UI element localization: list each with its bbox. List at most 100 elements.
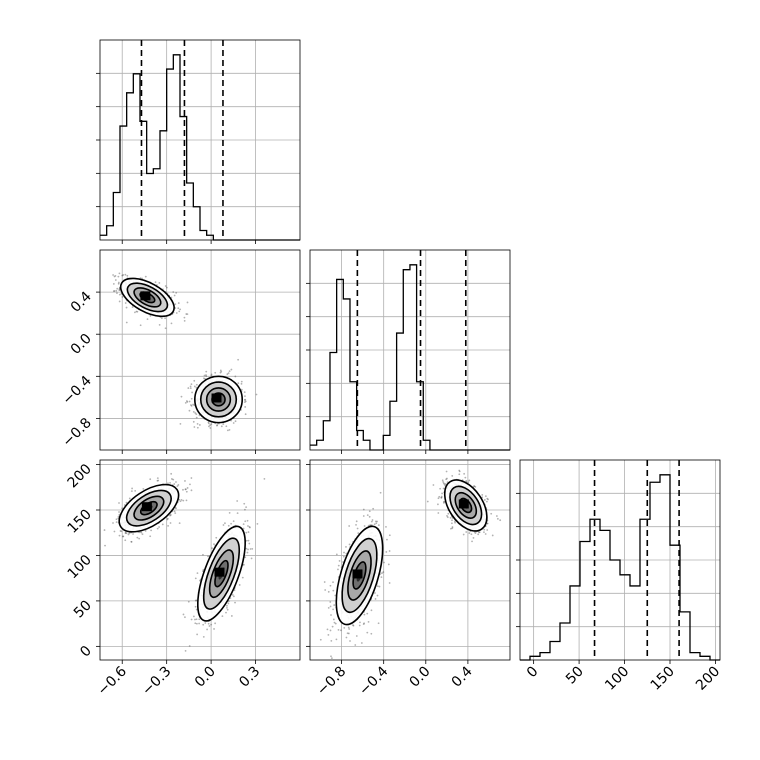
axes-frame (309, 459, 511, 661)
scatter-point (170, 322, 173, 325)
scatter-point (227, 602, 230, 605)
scatter-point (256, 522, 259, 525)
scatter-point (169, 522, 172, 524)
scatter-point (373, 523, 376, 526)
scatter-point (169, 514, 172, 516)
scatter-point (130, 541, 133, 543)
scatter-point (345, 636, 348, 639)
scatter-point (447, 512, 450, 515)
scatter-point (202, 553, 204, 556)
y-tick-label: 0.0 (68, 331, 95, 358)
x-tick-label: 0.4 (449, 663, 476, 690)
scatter-point (177, 302, 180, 304)
scatter-point (352, 624, 354, 626)
scatter-point (366, 514, 369, 517)
scatter-point (380, 576, 383, 579)
scatter-point (187, 387, 190, 389)
scatter-point (371, 519, 374, 521)
scatter-point (205, 375, 208, 378)
scatter-point (464, 476, 467, 479)
scatter-point (248, 542, 251, 545)
scatter-point (472, 537, 475, 539)
scatter-point (368, 510, 371, 513)
scatter-point (481, 494, 484, 496)
x-tick-label: 150 (648, 664, 678, 694)
scatter-point (339, 629, 342, 632)
density-peak-cell (141, 502, 152, 512)
scatter-point (183, 319, 186, 322)
scatter-point (232, 520, 235, 523)
scatter-point (128, 497, 131, 500)
scatter-point (451, 526, 454, 528)
scatter-point (388, 550, 391, 552)
scatter-point (441, 492, 443, 495)
scatter-point (158, 282, 161, 284)
scatter-point (112, 274, 115, 276)
scatter-point (222, 524, 225, 526)
scatter-point (490, 512, 493, 515)
scatter-point (190, 489, 193, 492)
hist-step-line (520, 474, 720, 661)
scatter-point (337, 564, 340, 567)
scatter-point (194, 622, 197, 625)
scatter-point (474, 485, 477, 488)
scatter-point (210, 423, 213, 426)
scatter-point (136, 310, 139, 313)
scatter-point (382, 571, 385, 573)
scatter-point (346, 632, 349, 635)
scatter-point (205, 374, 207, 376)
scatter-point (125, 532, 128, 535)
scatter-point (114, 275, 117, 277)
scatter-point (124, 539, 127, 542)
scatter-point (194, 605, 197, 608)
scatter-point (213, 628, 215, 630)
scatter-point (486, 529, 489, 531)
scatter-point (355, 523, 357, 526)
scatter-point (226, 607, 228, 609)
scatter-point (230, 615, 233, 617)
scatter-point (369, 524, 372, 526)
scatter-point (192, 410, 195, 413)
scatter-point (195, 599, 198, 602)
scatter-point (119, 530, 122, 532)
x-tick-label: −0.6 (95, 663, 130, 698)
scatter-point (437, 497, 440, 500)
scatter-point (185, 400, 188, 402)
scatter-point (226, 608, 229, 611)
hist-panel-0 (96, 39, 301, 244)
x-tick-label: 100 (602, 664, 632, 694)
scatter-point (244, 398, 247, 401)
scatter-point (192, 615, 195, 618)
scatter-point (121, 507, 123, 510)
scatter-point (170, 472, 173, 475)
scatter-point (182, 499, 185, 502)
scatter-point (376, 585, 379, 588)
scatter-point (226, 604, 228, 607)
scatter-point (121, 274, 124, 277)
scatter-point (202, 623, 205, 626)
scatter-point (220, 370, 223, 373)
scatter-point (486, 497, 489, 500)
scatter-point (246, 519, 249, 522)
scatter-point (485, 500, 488, 503)
scatter-point (440, 496, 443, 499)
density-peak-cell (214, 567, 225, 577)
density-peak-cell (211, 393, 222, 403)
scatter-point (450, 522, 453, 525)
scatter-point (175, 507, 177, 510)
scatter-point (484, 495, 487, 498)
scatter-point (219, 371, 222, 374)
scatter-point (330, 614, 332, 616)
scatter-point (156, 479, 159, 482)
scatter-point (377, 524, 380, 527)
scatter-point (114, 279, 117, 281)
scatter-point (247, 525, 249, 527)
scatter-point (332, 618, 335, 621)
scatter-point (184, 488, 187, 491)
scatter-point (337, 568, 339, 571)
scatter-point (198, 424, 201, 426)
scatter-point (496, 517, 499, 520)
scatter-point (240, 380, 243, 383)
x-tick-label: 0 (524, 664, 542, 682)
scatter-point (366, 612, 369, 615)
